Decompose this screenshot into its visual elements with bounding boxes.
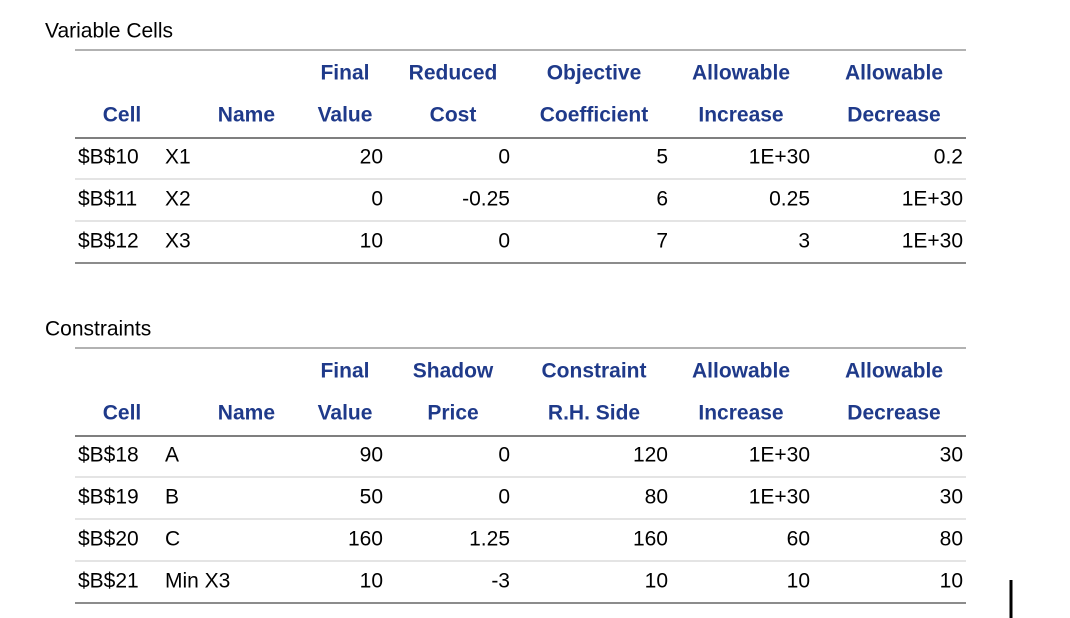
cell: X2 — [165, 188, 191, 211]
cell: A — [165, 444, 179, 467]
header-bottom: Increase — [698, 402, 783, 425]
cell: -0.25 — [462, 188, 510, 211]
cell: 0.25 — [769, 188, 810, 211]
cell: 1E+30 — [749, 486, 810, 509]
cell: 0 — [498, 146, 510, 169]
cell: 1E+30 — [749, 146, 810, 169]
cell: $B$18 — [78, 444, 139, 467]
cell: Min X3 — [165, 570, 230, 593]
cell: 3 — [798, 230, 810, 253]
cell: 20 — [360, 146, 383, 169]
cell: B — [165, 486, 179, 509]
cell: 160 — [348, 528, 383, 551]
cell: 5 — [656, 146, 668, 169]
cell: 10 — [645, 570, 668, 593]
cell: 10 — [940, 570, 963, 593]
header-top: Shadow — [413, 360, 494, 383]
header-bottom: Name — [218, 402, 275, 425]
cell: 0 — [498, 486, 510, 509]
cell: 6 — [656, 188, 668, 211]
header-top: Allowable — [845, 62, 943, 85]
header-bottom: Value — [318, 104, 373, 127]
header-top: Objective — [547, 62, 642, 85]
header-bottom: Value — [318, 402, 373, 425]
header-bottom: Coefficient — [540, 104, 649, 127]
header-bottom: Cell — [103, 402, 142, 425]
cell: 60 — [787, 528, 810, 551]
cell: $B$21 — [78, 570, 139, 593]
cell: 0.2 — [934, 146, 963, 169]
header-bottom: Cell — [103, 104, 142, 127]
cell: 80 — [940, 528, 963, 551]
cell: 1E+30 — [749, 444, 810, 467]
cell: X3 — [165, 230, 191, 253]
cell: 1.25 — [469, 528, 510, 551]
header-top: Allowable — [692, 360, 790, 383]
cell: X1 — [165, 146, 191, 169]
cell: 0 — [371, 188, 383, 211]
cell: 30 — [940, 444, 963, 467]
cell: 30 — [940, 486, 963, 509]
cell: 1E+30 — [902, 188, 963, 211]
header-bottom: Increase — [698, 104, 783, 127]
header-bottom: Decrease — [847, 104, 940, 127]
section-title: Constraints — [45, 318, 151, 341]
cell: 0 — [498, 230, 510, 253]
cell: $B$12 — [78, 230, 139, 253]
header-top: Final — [320, 62, 369, 85]
header-top: Final — [320, 360, 369, 383]
header-top: Reduced — [409, 62, 498, 85]
cell: $B$11 — [78, 188, 137, 211]
header-bottom: R.H. Side — [548, 402, 640, 425]
cell: 10 — [360, 570, 383, 593]
header-bottom: Decrease — [847, 402, 940, 425]
cell: $B$19 — [78, 486, 139, 509]
header-bottom: Name — [218, 104, 275, 127]
cell: 160 — [633, 528, 668, 551]
cell: 10 — [787, 570, 810, 593]
cell: 10 — [360, 230, 383, 253]
header-top: Constraint — [542, 360, 647, 383]
cell: 7 — [656, 230, 668, 253]
section-title: Variable Cells — [45, 20, 173, 43]
cell: 80 — [645, 486, 668, 509]
header-top: Allowable — [692, 62, 790, 85]
cell: $B$10 — [78, 146, 139, 169]
cell: -3 — [491, 570, 510, 593]
cell: $B$20 — [78, 528, 139, 551]
cell: 0 — [498, 444, 510, 467]
header-bottom: Cost — [430, 104, 477, 127]
header-bottom: Price — [427, 402, 478, 425]
cell: C — [165, 528, 180, 551]
cell: 90 — [360, 444, 383, 467]
header-top: Allowable — [845, 360, 943, 383]
cell: 1E+30 — [902, 230, 963, 253]
cell: 120 — [633, 444, 668, 467]
cell: 50 — [360, 486, 383, 509]
